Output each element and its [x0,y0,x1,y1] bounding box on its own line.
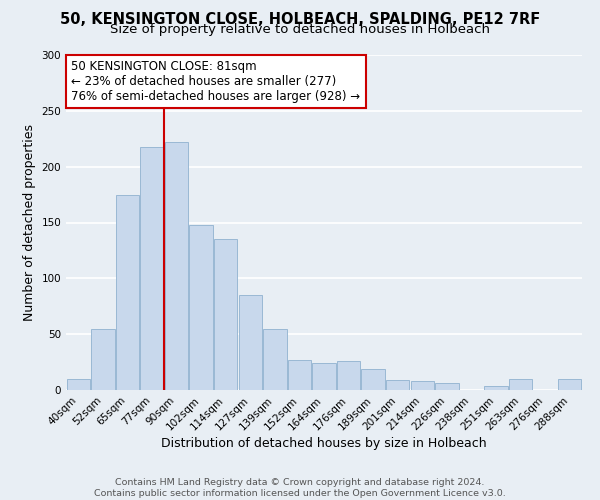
Bar [558,379,581,390]
Text: Size of property relative to detached houses in Holbeach: Size of property relative to detached ho… [110,22,490,36]
Bar [337,361,360,390]
Bar [410,381,434,390]
Bar [263,328,287,390]
Bar [165,142,188,390]
Text: 50 KENSINGTON CLOSE: 81sqm
← 23% of detached houses are smaller (277)
76% of sem: 50 KENSINGTON CLOSE: 81sqm ← 23% of deta… [71,60,360,103]
Bar [509,379,532,390]
Y-axis label: Number of detached properties: Number of detached properties [23,124,36,321]
Bar [67,379,90,390]
Bar [484,386,508,390]
Bar [361,369,385,390]
Bar [288,360,311,390]
Bar [214,240,238,390]
Bar [91,328,115,390]
Bar [239,295,262,390]
Bar [386,380,409,390]
Text: 50, KENSINGTON CLOSE, HOLBEACH, SPALDING, PE12 7RF: 50, KENSINGTON CLOSE, HOLBEACH, SPALDING… [60,12,540,28]
Bar [116,194,139,390]
Bar [140,146,164,390]
X-axis label: Distribution of detached houses by size in Holbeach: Distribution of detached houses by size … [161,438,487,450]
Bar [190,224,213,390]
Bar [313,363,335,390]
Text: Contains HM Land Registry data © Crown copyright and database right 2024.
Contai: Contains HM Land Registry data © Crown c… [94,478,506,498]
Bar [435,384,458,390]
